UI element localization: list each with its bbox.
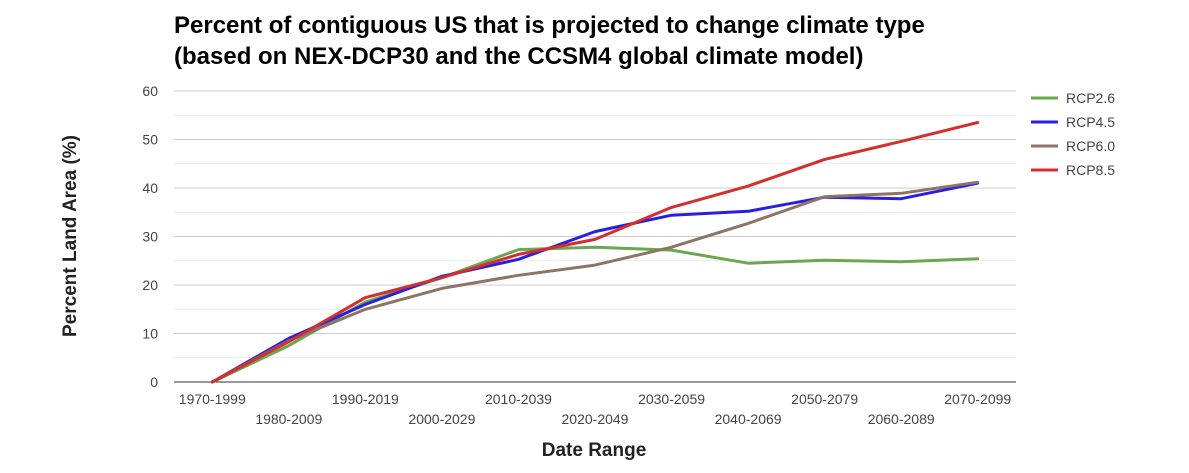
x-tick-label: 2030-2059 xyxy=(638,391,705,407)
y-tick-labels: 0 10 20 30 40 50 60 xyxy=(142,83,158,390)
x-tick-label: 2050-2079 xyxy=(791,391,858,407)
series-line-rcp6-0 xyxy=(210,180,980,384)
y-tick-label: 20 xyxy=(142,277,158,293)
legend: RCP2.6 RCP4.5 RCP6.0 RCP8.5 xyxy=(1031,90,1115,178)
chart-title-line-2: (based on NEX-DCP30 and the CCSM4 global… xyxy=(174,43,864,70)
x-tick-label: 1990-2019 xyxy=(332,391,399,407)
x-tick-label: 2070-2099 xyxy=(944,391,1011,407)
x-axis-title: Date Range xyxy=(542,440,647,461)
y-tick-label: 10 xyxy=(142,326,158,342)
x-tick-label: 2020-2049 xyxy=(562,411,629,427)
x-tick-label: 1970-1999 xyxy=(179,391,246,407)
y-tick-label: 40 xyxy=(142,180,158,196)
chart-title: Percent of contiguous US that is project… xyxy=(174,10,925,72)
chart-title-line-1: Percent of contiguous US that is project… xyxy=(174,12,925,39)
series-lines xyxy=(210,121,980,384)
y-tick-label: 30 xyxy=(142,229,158,245)
x-tick-label: 2040-2069 xyxy=(715,411,782,427)
y-tick-label: 50 xyxy=(142,132,158,148)
y-tick-label: 0 xyxy=(150,374,158,390)
x-tick-label: 2010-2039 xyxy=(485,391,552,407)
x-tick-label: 1980-2009 xyxy=(255,411,322,427)
x-tick-labels: 1970-1999 1980-2009 1990-2019 2000-2029 2010… xyxy=(179,391,1012,427)
legend-label-rcp6-0: RCP6.0 xyxy=(1066,138,1115,154)
x-tick-label: 2000-2029 xyxy=(408,411,475,427)
series-line-rcp4-5 xyxy=(210,181,980,384)
y-axis-title: Percent Land Area (%) xyxy=(60,135,81,337)
y-tick-label: 60 xyxy=(142,83,158,99)
series-line-rcp2-6 xyxy=(210,245,980,384)
x-tick-label: 2060-2089 xyxy=(868,411,935,427)
legend-label-rcp4-5: RCP4.5 xyxy=(1066,114,1115,130)
gridlines xyxy=(174,90,1016,359)
legend-label-rcp2-6: RCP2.6 xyxy=(1066,90,1115,106)
legend-label-rcp8-5: RCP8.5 xyxy=(1066,162,1115,178)
series-line-rcp8-5 xyxy=(210,121,980,384)
